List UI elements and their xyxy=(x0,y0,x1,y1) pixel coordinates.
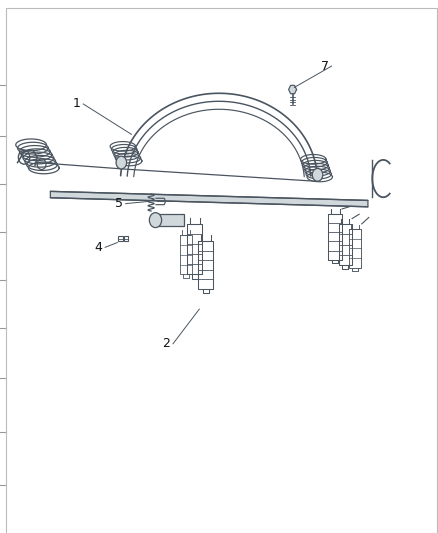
Text: 5: 5 xyxy=(115,197,123,210)
Polygon shape xyxy=(50,191,368,207)
Text: 1: 1 xyxy=(73,98,81,110)
Circle shape xyxy=(149,213,162,228)
Circle shape xyxy=(312,168,323,181)
Bar xyxy=(118,236,123,241)
Text: 2: 2 xyxy=(162,337,170,350)
Polygon shape xyxy=(155,214,184,226)
Text: 7: 7 xyxy=(321,60,329,72)
Circle shape xyxy=(116,156,127,169)
Bar xyxy=(124,236,128,241)
Text: 4: 4 xyxy=(95,241,102,254)
Polygon shape xyxy=(289,85,297,94)
